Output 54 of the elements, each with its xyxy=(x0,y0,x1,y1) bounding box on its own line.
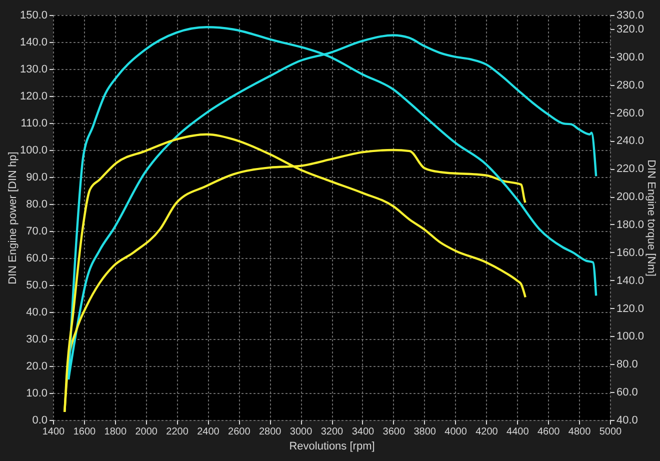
y2-tick-label: 140.0 xyxy=(616,274,644,287)
y-tick-label: 0.0 xyxy=(32,414,48,426)
y2-tick-label: 300.0 xyxy=(616,51,644,64)
y-tick-label: 90.0 xyxy=(26,172,48,184)
y2-tick-label: 40.0 xyxy=(616,414,638,426)
y-tick-label: 80.0 xyxy=(26,198,48,210)
x-tick-label: 1600 xyxy=(73,426,96,438)
y-tick-label: 20.0 xyxy=(26,360,48,372)
y-tick-label: 120.0 xyxy=(20,90,48,102)
x-tick-label: 4800 xyxy=(568,426,592,438)
y2-tick-label: 100.0 xyxy=(616,330,644,343)
y2-tick-label: 330.0 xyxy=(616,10,644,22)
x-tick-label: 2600 xyxy=(228,426,251,438)
x-tick-label: 4000 xyxy=(444,426,468,438)
x-tick-label: 2000 xyxy=(135,426,158,438)
y-axis-title: DIN Engine power [DIN hp] xyxy=(6,152,19,284)
x-axis-title: Revolutions [rpm] xyxy=(289,440,375,452)
y2-tick-label: 240.0 xyxy=(616,135,644,148)
y2-tick-label: 280.0 xyxy=(616,79,644,92)
y2-tick-label: 200.0 xyxy=(616,191,644,204)
x-tick-label: 3200 xyxy=(320,426,344,438)
y-tick-label: 150.0 xyxy=(20,10,48,22)
y-tick-label: 40.0 xyxy=(26,306,48,318)
y-tick-label: 50.0 xyxy=(26,280,48,292)
x-tick-label: 4200 xyxy=(476,426,498,438)
x-tick-label: 2200 xyxy=(166,426,189,438)
y2-tick-label: 160.0 xyxy=(616,246,644,259)
y-tick-label: 140.0 xyxy=(20,36,48,48)
y2-tick-label: 220.0 xyxy=(616,163,644,176)
y-tick-label: 110.0 xyxy=(20,118,48,130)
y2-tick-label: 260.0 xyxy=(616,107,644,120)
x-tick-label: 5000 xyxy=(599,426,622,438)
x-tick-label: 2800 xyxy=(258,426,282,438)
x-tick-label: 1800 xyxy=(104,426,127,438)
y-tick-label: 10.0 xyxy=(26,388,48,400)
x-tick-label: 3600 xyxy=(382,426,406,438)
y-tick-label: 60.0 xyxy=(26,252,48,264)
x-tick-label: 3000 xyxy=(290,426,313,438)
y-tick-label: 100.0 xyxy=(20,144,48,156)
y2-tick-label: 180.0 xyxy=(616,218,644,231)
y2-tick-label: 120.0 xyxy=(616,302,644,315)
y-tick-label: 130.0 xyxy=(20,64,48,76)
y-tick-label: 70.0 xyxy=(26,226,48,238)
y2-tick-label: 60.0 xyxy=(616,386,638,399)
x-tick-label: 1400 xyxy=(42,426,66,438)
x-tick-label: 3400 xyxy=(352,426,375,438)
y-tick-label: 30.0 xyxy=(26,334,48,346)
x-tick-label: 4600 xyxy=(537,426,560,438)
y2-tick-label: 80.0 xyxy=(616,358,638,371)
x-tick-label: 2400 xyxy=(197,426,220,438)
x-tick-label: 3800 xyxy=(414,426,436,438)
x-tick-label: 4400 xyxy=(506,426,530,438)
y2-tick-label: 320.0 xyxy=(616,23,644,36)
y2-axis-title: DIN Engine torque [Nm] xyxy=(645,160,658,276)
